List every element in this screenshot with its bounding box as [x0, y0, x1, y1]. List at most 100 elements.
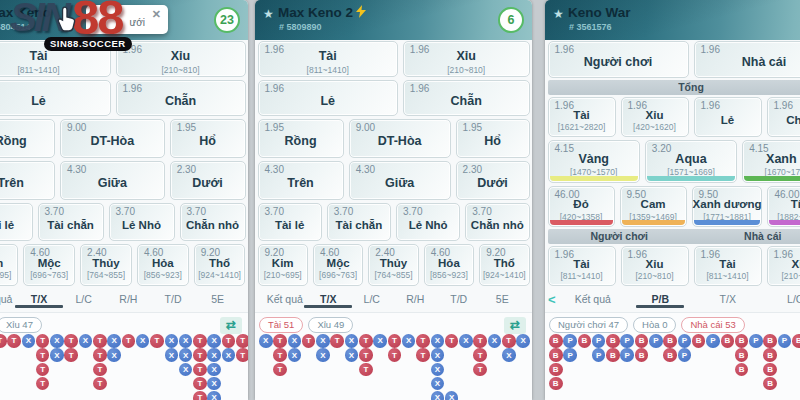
bet-cell-chẵn-nhỏ[interactable]: 3.70Chẵn nhỏ — [180, 203, 246, 241]
color-stripe — [622, 220, 685, 225]
odds-value: 4.30 — [265, 164, 284, 175]
bead-B: B — [692, 334, 706, 348]
bead-X: X — [179, 334, 193, 348]
bet-cell-chẵn[interactable]: 1.96Chẵn — [116, 80, 246, 116]
tab-l-c[interactable]: L/C — [762, 291, 800, 305]
bead-T: T — [416, 348, 430, 362]
bet-cell-chẵn[interactable]: 1.96Chẵn — [767, 97, 800, 137]
odds-value: 9.20 — [265, 247, 284, 258]
bet-cell-vàng[interactable]: 4.15Vàng[1470~1570] — [548, 140, 640, 183]
bet-cell-lẻ-nhỏ[interactable]: 3.70Lẻ Nhỏ — [396, 203, 460, 241]
bet-label: Trên — [0, 177, 24, 190]
bet-cell-mộc[interactable]: 4.60Mộc[696~763] — [313, 244, 363, 286]
bet-cell-thổ[interactable]: 9.20Thổ[924~1410] — [194, 244, 246, 286]
tab-l-c[interactable]: L/C — [350, 291, 394, 305]
bet-cell-trên[interactable]: 4.30Trên — [0, 161, 55, 200]
tab-p-b[interactable]: P/B — [627, 291, 695, 305]
odds-value: 9.20 — [486, 247, 505, 258]
bet-cell-tím[interactable]: 46.00Tím[1882~2820] — [767, 186, 800, 227]
bet-range: [924~1410] — [198, 270, 241, 280]
bet-cell-hổ[interactable]: 1.95Hổ — [456, 119, 530, 158]
bead-T: T — [473, 363, 487, 377]
bet-cell-tài-lẻ[interactable]: 3.70Tài lẻ — [0, 203, 33, 241]
tab-5e[interactable]: 5E — [195, 291, 240, 305]
bet-cell-cam[interactable]: 9.50Cam[1359~1469] — [620, 186, 687, 227]
bet-cell-xỉu[interactable]: 1.96Xỉu[210~810] — [621, 246, 689, 286]
bet-cell-tài-lẻ[interactable]: 3.70Tài lẻ — [258, 203, 322, 241]
bet-cell-tài[interactable]: 1.96Tài[811~1410] — [694, 246, 762, 286]
bead-P: P — [592, 334, 606, 348]
bet-cell-xanh-lá[interactable]: 4.15Xanh lá[1670~1770] — [742, 140, 800, 183]
bet-cell-xỉu[interactable]: 1.96Xỉu[210~810] — [403, 41, 530, 77]
tab-k-t-qu-[interactable]: Kết quả — [0, 291, 17, 305]
bet-cell-trên[interactable]: 4.30Trên — [258, 161, 344, 200]
bet-grid: 1.96Tài[811~1410]1.96Xỉu[210~810]1.96Lẻ1… — [0, 40, 248, 288]
bet-cell-người-chơi[interactable]: 1.96Người chơi — [548, 41, 689, 78]
bet-cell-dưới[interactable]: 2.30Dưới — [456, 161, 530, 200]
tab-5e[interactable]: 5E — [481, 291, 525, 305]
bet-cell-tài[interactable]: 1.96Tài[811~1410] — [548, 246, 616, 286]
odds-value: 1.96 — [701, 44, 720, 55]
bet-cell-nhà-cái[interactable]: 1.96 Nhà cái — [694, 41, 800, 78]
bet-cell-giữa[interactable]: 4.30Giữa — [60, 161, 165, 200]
bet-cell-kim[interactable]: 9.20Kim[210~695] — [258, 244, 308, 286]
bet-cell-xanh-dương[interactable]: 9.50Xanh dương[1771~1881] — [692, 186, 763, 227]
tab-k-t-qu-[interactable]: Kết quả — [559, 291, 627, 305]
bet-cell-tài-chẵn[interactable]: 3.70Tài chẵn — [327, 203, 391, 241]
bet-cell-rồng[interactable]: 1.95Rồng — [0, 119, 55, 158]
bet-cell-dt-hòa[interactable]: 9.00DT-Hòa — [60, 119, 165, 158]
odds-value: 46.00 — [774, 189, 799, 200]
color-stripe — [769, 220, 800, 225]
bet-cell-tài[interactable]: 1.96Tài[1621~2820] — [548, 97, 616, 137]
bet-cell-chẵn[interactable]: 1.96Chẵn — [403, 80, 530, 116]
bet-label: Nhà cái — [742, 56, 786, 69]
bet-cell-chẵn-nhỏ[interactable]: 3.70Chẵn nhỏ — [465, 203, 529, 241]
bet-label: Tài — [573, 109, 590, 121]
bet-cell-hổ[interactable]: 1.95Hổ — [170, 119, 246, 158]
bet-cell-hỏa[interactable]: 4.60Hỏa[856~923] — [424, 244, 474, 286]
bead-T: T — [193, 334, 207, 348]
swap-icon[interactable]: ⇄ — [504, 317, 526, 334]
tab-l-c[interactable]: L/C — [61, 291, 106, 305]
odds-value: 2.40 — [87, 247, 106, 258]
bet-label: Dưới — [192, 177, 222, 190]
bet-label: Hổ — [199, 135, 216, 148]
tab-t-d[interactable]: T/D — [151, 291, 196, 305]
tab-r-h[interactable]: R/H — [106, 291, 151, 305]
bet-cell-tài[interactable]: 1.96Tài[811~1410] — [258, 41, 398, 77]
bet-cell-lẻ-nhỏ[interactable]: 3.70Lẻ Nhỏ — [109, 203, 175, 241]
tab-k-t-qu-[interactable]: Kết quả — [263, 291, 307, 305]
bet-cell-lẻ[interactable]: 1.96Lẻ — [0, 80, 111, 116]
tab-t-d[interactable]: T/D — [437, 291, 481, 305]
bet-cell-lẻ[interactable]: 1.96Lẻ — [694, 97, 762, 137]
bet-cell-hỏa[interactable]: 4.60Hỏa[856~923] — [137, 244, 189, 286]
tab-t-x[interactable]: T/X — [694, 291, 762, 305]
tabs-scroll-left-icon[interactable]: < — [548, 292, 556, 307]
bet-cell-tài-chẵn[interactable]: 3.70Tài chẵn — [38, 203, 104, 241]
tab-t-x[interactable]: T/X — [307, 291, 351, 305]
bead-X: X — [431, 391, 445, 400]
bet-cell-lẻ[interactable]: 1.96Lẻ — [258, 80, 398, 116]
bet-label: Chẵn — [165, 95, 196, 108]
bet-cell-xỉu[interactable]: 1.96Xỉu[420~1620] — [621, 97, 689, 137]
bet-range: [210~810] — [635, 271, 673, 281]
odds-value: 9.20 — [201, 247, 220, 258]
bet-cell-thủy[interactable]: 2.40Thủy[764~855] — [368, 244, 418, 286]
swap-icon[interactable]: ⇄ — [220, 317, 242, 334]
bet-cell-thủy[interactable]: 2.40Thủy[764~855] — [80, 244, 132, 286]
bet-cell-dưới[interactable]: 2.30Dưới — [170, 161, 246, 200]
bet-cell-giữa[interactable]: 4.30Giữa — [349, 161, 451, 200]
bet-cell-thổ[interactable]: 9.20Thổ[924~1410] — [479, 244, 529, 286]
bead-X: X — [345, 348, 359, 362]
bet-cell-dt-hòa[interactable]: 9.00DT-Hòa — [349, 119, 451, 158]
tab-r-h[interactable]: R/H — [394, 291, 438, 305]
bet-cell-xỉu[interactable]: 1.96Xỉu[210~810] — [767, 246, 800, 286]
bet-cell-đỏ[interactable]: 46.00Đỏ[420~1358] — [548, 186, 615, 227]
bet-cell-mộc[interactable]: 4.60Mộc[696~763] — [23, 244, 75, 286]
bet-cell-kim[interactable]: 9.20Kim[210~695] — [0, 244, 18, 286]
bet-label: Xỉu — [646, 258, 664, 270]
bet-cell-rồng[interactable]: 1.95Rồng — [258, 119, 344, 158]
tab-t-x[interactable]: T/X — [17, 291, 62, 305]
odds-value: 4.60 — [30, 247, 49, 258]
bet-cell-aqua[interactable]: 3.20Aqua[1571~1669] — [645, 140, 737, 183]
